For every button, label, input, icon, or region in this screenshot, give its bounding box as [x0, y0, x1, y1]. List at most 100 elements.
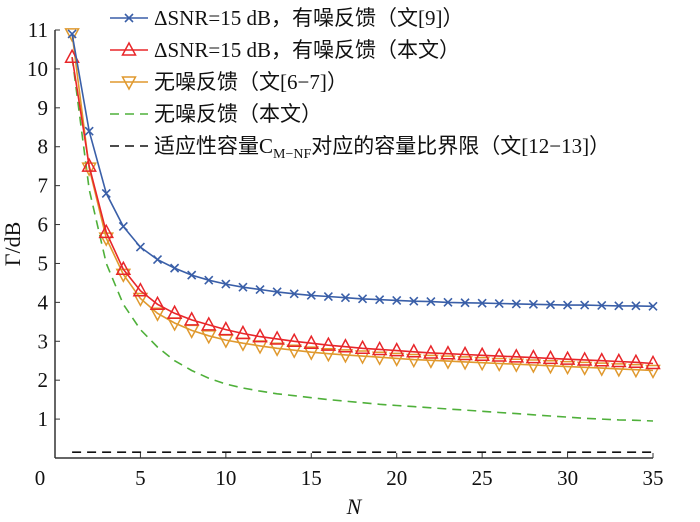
triangle-down-marker [371, 351, 388, 366]
x-tick-label: 35 [643, 466, 664, 490]
legend-item: 无噪反馈（本文） [110, 102, 322, 126]
triangle-down-marker [628, 363, 644, 379]
triangle-up-marker [440, 345, 456, 360]
y-tick-label: 2 [38, 368, 49, 392]
y-tick-label: 4 [38, 290, 49, 314]
y-axis-label: Γ/dB [0, 222, 25, 267]
x-tick-label: 15 [301, 466, 322, 490]
triangle-up-marker [303, 334, 320, 349]
triangle-up-marker [98, 223, 115, 239]
triangle-down-marker [491, 357, 507, 373]
triangle-down-marker [320, 347, 337, 363]
x-tick-label: 25 [472, 466, 493, 490]
x-marker [101, 188, 111, 198]
x-marker [597, 300, 607, 311]
legend-item: 适应性容量CM−NF对应的容量比界限（文[12−13]） [110, 134, 610, 162]
triangle-down-marker [132, 292, 149, 308]
legend: ΔSNR=15 dB，有噪反馈（文[9]） ΔSNR=15 dB，有噪反馈（本文）… [110, 6, 610, 162]
x-marker [563, 300, 573, 310]
triangle-up-marker [593, 352, 610, 367]
triangle-down-marker [508, 358, 525, 373]
triangle-down-marker [542, 360, 559, 375]
triangle-down-marker [201, 330, 217, 345]
x-marker [187, 270, 197, 280]
triangle-down-marker [286, 344, 302, 359]
triangle-up-marker [235, 324, 251, 340]
triangle-down-marker [64, 28, 80, 43]
triangle-up-marker [525, 349, 542, 364]
triangle-down-marker [611, 363, 627, 378]
triangle-up-marker [491, 347, 507, 362]
series-line [71, 57, 654, 422]
x-axis-label: N [346, 494, 363, 519]
triangle-up-marker [406, 343, 422, 358]
x-marker [124, 13, 134, 23]
triangle-down-marker [457, 356, 473, 371]
legend-item: ΔSNR=15 dB，有噪反馈（本文） [110, 38, 460, 62]
series-line [71, 57, 654, 365]
x-marker [580, 300, 590, 310]
triangle-up-marker [81, 157, 97, 172]
triangle-down-marker [121, 76, 137, 91]
triangle-up-marker [218, 321, 234, 336]
triangle-up-marker [371, 340, 388, 356]
triangle-up-marker [337, 338, 354, 353]
x-marker [648, 301, 658, 311]
triangle-up-marker [166, 304, 183, 320]
series-1 [64, 48, 661, 370]
y-tick-label: 1 [38, 407, 49, 431]
legend-item: ΔSNR=15 dB，有噪反馈（文[9]） [110, 6, 463, 30]
y-tick-label: 10 [27, 57, 48, 81]
triangle-up-marker [423, 344, 439, 359]
x-marker [409, 296, 419, 306]
x-marker [477, 298, 487, 308]
triangle-down-marker [149, 307, 166, 322]
x-marker [170, 263, 180, 273]
triangle-up-marker [354, 339, 371, 355]
x-tick-label: 5 [135, 466, 146, 490]
legend-label: ΔSNR=15 dB，有噪反馈（文[9]） [154, 6, 463, 30]
triangle-down-marker [423, 354, 439, 369]
triangle-down-marker [559, 360, 576, 376]
series-2 [64, 28, 661, 380]
x-marker [392, 295, 402, 305]
y-tick-label: 7 [38, 174, 49, 198]
triangle-down-marker [474, 356, 490, 372]
y-tick-label: 8 [38, 135, 49, 159]
legend-label: ΔSNR=15 dB，有噪反馈（本文） [154, 38, 460, 62]
legend-label: 无噪反馈（文[6−7]） [154, 70, 348, 94]
series-3 [71, 57, 654, 422]
triangle-up-marker [508, 348, 525, 363]
x-marker [289, 289, 299, 299]
x-marker [272, 287, 282, 297]
x-marker [614, 301, 624, 311]
x-marker [323, 291, 333, 302]
triangle-up-marker [320, 336, 337, 351]
triangle-up-marker [611, 352, 627, 368]
x-marker [238, 282, 248, 292]
x-tick-label: 30 [557, 466, 578, 490]
triangle-up-marker [115, 260, 132, 276]
x-marker [375, 295, 385, 305]
series-0 [67, 29, 658, 311]
x-marker [152, 254, 163, 265]
x-marker [204, 275, 214, 285]
triangle-down-marker [576, 361, 593, 376]
triangle-up-marker [269, 330, 285, 345]
x-tick-label: 20 [386, 466, 407, 490]
triangle-up-marker [286, 332, 302, 348]
triangle-up-marker [183, 311, 200, 326]
triangle-up-marker [645, 354, 661, 370]
triangle-down-marker [593, 362, 610, 377]
y-tick-label: 3 [38, 329, 49, 353]
x-marker [443, 297, 453, 307]
triangle-down-marker [525, 359, 542, 374]
legend-item: 无噪反馈（文[6−7]） [110, 70, 348, 94]
x-marker [357, 294, 368, 304]
x-marker [494, 298, 504, 309]
x-marker [135, 242, 145, 252]
triangle-up-marker [542, 349, 559, 365]
x-marker [306, 290, 316, 300]
